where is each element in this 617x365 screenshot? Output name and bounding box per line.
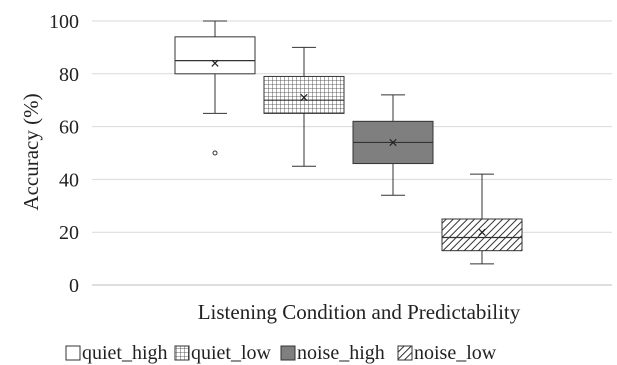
y-tick-label: 60 xyxy=(59,117,79,139)
box-iqr xyxy=(263,75,345,114)
mean-marker xyxy=(478,228,486,236)
x-axis-title: Listening Condition and Predictability xyxy=(198,300,521,324)
legend-swatch xyxy=(397,345,413,361)
box-noise_low xyxy=(441,173,523,265)
mean-marker xyxy=(211,59,219,67)
box-iqr xyxy=(174,36,256,75)
legend-item-quiet_high: quiet_high xyxy=(65,342,168,364)
y-axis-ticks: 0 20 40 60 80 100 xyxy=(49,11,79,297)
outlier-point xyxy=(212,150,218,156)
y-tick-label: 20 xyxy=(59,222,79,244)
legend-item-quiet_low: quiet_low xyxy=(174,342,272,364)
legend-item-noise_high: noise_high xyxy=(280,342,385,364)
legend-label: quiet_high xyxy=(82,342,168,364)
gridlines xyxy=(92,20,612,233)
legend: quiet_high quiet_low noise_high noise_low xyxy=(65,342,497,364)
y-tick-label: 80 xyxy=(59,64,79,86)
y-tick-label: 0 xyxy=(69,275,79,297)
mean-marker xyxy=(389,138,397,147)
legend-swatch xyxy=(65,345,81,361)
y-tick-label: 40 xyxy=(59,169,79,191)
boxes xyxy=(174,20,523,265)
box-noise_high xyxy=(352,94,434,196)
legend-swatch xyxy=(280,345,296,361)
mean-marker xyxy=(300,93,308,102)
legend-label: noise_low xyxy=(414,342,497,364)
box-quiet_low xyxy=(263,46,345,167)
box-quiet_high xyxy=(174,20,256,156)
box-iqr xyxy=(441,218,523,252)
legend-label: quiet_low xyxy=(191,342,272,364)
y-tick-label: 100 xyxy=(49,11,79,33)
legend-label: noise_high xyxy=(297,342,385,364)
legend-swatch xyxy=(174,345,190,361)
y-axis-title: Accuracy (%) xyxy=(19,93,43,210)
legend-item-noise_low: noise_low xyxy=(397,342,497,364)
